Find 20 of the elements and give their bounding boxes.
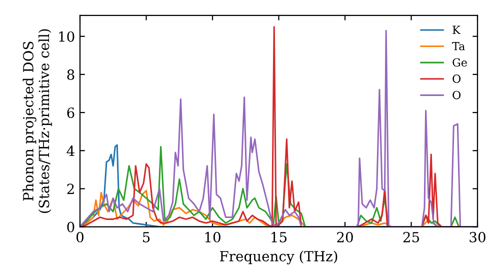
x-tick-label: 25 [403,232,420,242]
y-tick-label: 4 [66,146,74,156]
y-tick-label: 8 [67,69,74,80]
x-tick-label: 5 [143,232,150,242]
legend-label: K [452,26,461,34]
legend-label: O [452,74,461,83]
legend-label: O [452,90,461,100]
legend-label: Ge [452,58,467,67]
y-tick-label: 10 [59,31,74,42]
x-tick-label: 30 [470,232,486,242]
x-tick-label: 20 [337,232,353,242]
y-tick-label: 2 [67,184,74,194]
y-axis-title: Phonon projected DOS (States/THz·primitive cell) [22,29,52,213]
legend-label: Ta [452,42,465,50]
x-axis-title: Frequency (THz) [220,250,338,264]
y-tick-label: 6 [67,108,74,118]
x-tick-label: 0 [76,232,84,242]
x-tick-label: 10 [205,232,220,242]
x-tick-label: 15 [272,232,287,242]
y-tick-label: 0 [67,222,74,232]
